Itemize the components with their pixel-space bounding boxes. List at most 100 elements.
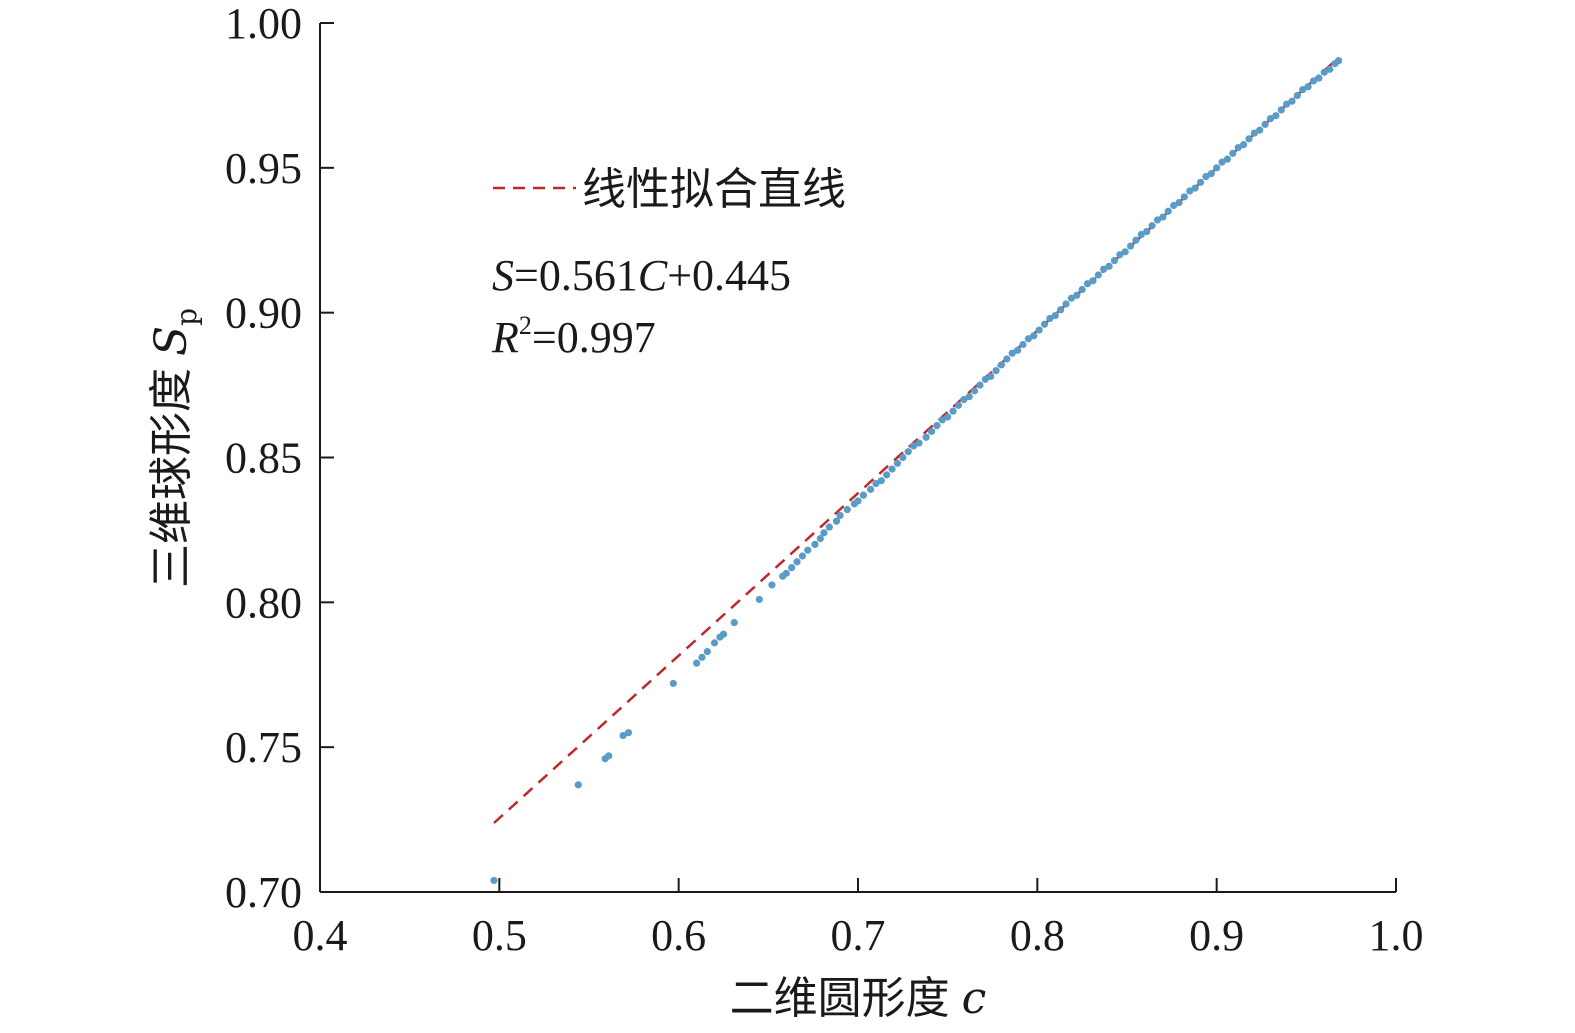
y-axis-ticks: 0.70 0.75 0.80 0.85 0.90 0.95 1.00 bbox=[225, 0, 334, 917]
data-point bbox=[1003, 355, 1011, 363]
data-point bbox=[1218, 158, 1226, 166]
data-point bbox=[490, 876, 498, 885]
y-tick-label: 0.70 bbox=[225, 868, 302, 917]
data-point bbox=[1213, 164, 1221, 172]
data-point bbox=[1304, 83, 1312, 91]
x-tick-label: 0.4 bbox=[293, 911, 348, 960]
data-point bbox=[888, 465, 896, 473]
data-point bbox=[669, 679, 677, 688]
data-point bbox=[1040, 320, 1049, 328]
y-axis-title-sub: p bbox=[170, 308, 203, 326]
x-tick-label: 0.9 bbox=[1189, 911, 1244, 960]
data-point bbox=[949, 407, 957, 415]
data-point bbox=[1191, 184, 1199, 192]
data-point bbox=[1277, 106, 1285, 114]
data-point bbox=[1067, 294, 1076, 302]
data-point bbox=[1245, 135, 1253, 143]
data-point bbox=[1207, 170, 1215, 178]
data-point bbox=[768, 581, 776, 589]
data-point bbox=[1266, 114, 1275, 123]
data-point bbox=[1164, 207, 1172, 215]
data-point bbox=[883, 471, 891, 479]
data-point bbox=[1256, 126, 1264, 134]
data-point bbox=[933, 422, 941, 430]
data-point bbox=[1014, 346, 1022, 354]
data-point bbox=[965, 393, 973, 401]
x-tick-label: 0.5 bbox=[472, 911, 527, 960]
eq-var-c: C bbox=[638, 251, 668, 300]
data-point bbox=[1326, 65, 1334, 73]
data-point bbox=[1320, 68, 1328, 76]
data-point bbox=[866, 485, 875, 493]
y-tick-label: 0.95 bbox=[225, 144, 302, 193]
data-point bbox=[938, 416, 946, 424]
data-point bbox=[1196, 178, 1205, 186]
x-axis-title: 二维圆形度 c bbox=[730, 973, 987, 1024]
data-point bbox=[1148, 222, 1156, 230]
data-point bbox=[836, 511, 844, 520]
data-point bbox=[1057, 306, 1065, 314]
data-point bbox=[1046, 314, 1054, 323]
x-tick-label: 1.0 bbox=[1369, 911, 1424, 960]
data-point bbox=[793, 558, 801, 566]
data-point bbox=[798, 552, 807, 560]
data-point bbox=[755, 595, 763, 604]
data-point bbox=[954, 401, 963, 409]
data-point bbox=[816, 535, 824, 543]
data-point bbox=[970, 387, 979, 395]
y-tick-label: 0.75 bbox=[225, 723, 302, 772]
data-point bbox=[1272, 112, 1280, 120]
data-point bbox=[1089, 277, 1097, 285]
r-sup: 2 bbox=[519, 311, 532, 340]
data-point bbox=[992, 367, 1000, 375]
x-tick-label: 0.8 bbox=[1010, 911, 1065, 960]
data-point bbox=[1153, 216, 1162, 224]
data-point bbox=[872, 479, 880, 488]
data-point bbox=[1100, 265, 1108, 273]
legend-label: 线性拟合直线 bbox=[582, 164, 846, 215]
data-point bbox=[1229, 149, 1237, 157]
data-point bbox=[944, 413, 952, 421]
data-point bbox=[811, 540, 819, 549]
data-point bbox=[698, 653, 706, 661]
data-point bbox=[619, 731, 627, 740]
data-point bbox=[1293, 91, 1301, 100]
data-point bbox=[877, 477, 885, 485]
data-point bbox=[1309, 77, 1318, 85]
data-point bbox=[1315, 74, 1323, 82]
data-point bbox=[1180, 193, 1188, 201]
data-point bbox=[1105, 262, 1113, 270]
data-point bbox=[719, 630, 728, 638]
data-point bbox=[987, 372, 995, 380]
x-tick-label: 0.6 bbox=[651, 911, 706, 960]
data-point bbox=[1250, 129, 1258, 137]
data-point bbox=[899, 453, 907, 462]
x-axis-title-text: 二维圆形度 bbox=[730, 973, 950, 1024]
data-points bbox=[490, 57, 1343, 885]
y-axis-title: 三维球形度 Sp bbox=[146, 308, 203, 588]
y-axis-title-text: 三维球形度 bbox=[146, 368, 197, 588]
y-tick-label: 1.00 bbox=[225, 0, 302, 48]
data-point bbox=[693, 659, 701, 667]
data-point bbox=[820, 529, 828, 537]
r-var: R bbox=[491, 313, 519, 362]
data-point bbox=[909, 442, 918, 450]
data-point bbox=[1110, 256, 1119, 265]
data-point bbox=[1024, 335, 1032, 343]
x-axis-title-var: c bbox=[962, 973, 987, 1024]
data-point bbox=[1143, 227, 1151, 236]
data-point bbox=[574, 781, 582, 789]
data-point bbox=[1175, 198, 1183, 207]
data-point bbox=[703, 647, 711, 656]
data-point bbox=[1030, 332, 1038, 340]
linear-fit-line bbox=[493, 56, 1340, 824]
data-point bbox=[1137, 230, 1145, 239]
data-point bbox=[1335, 57, 1343, 65]
data-point bbox=[1062, 300, 1070, 308]
data-point bbox=[1126, 242, 1135, 250]
data-point bbox=[1132, 236, 1140, 244]
data-point bbox=[1035, 326, 1043, 334]
r-squared: R2=0.997 bbox=[491, 311, 656, 362]
data-point bbox=[1073, 291, 1081, 299]
y-axis-title-var: S bbox=[146, 326, 197, 356]
